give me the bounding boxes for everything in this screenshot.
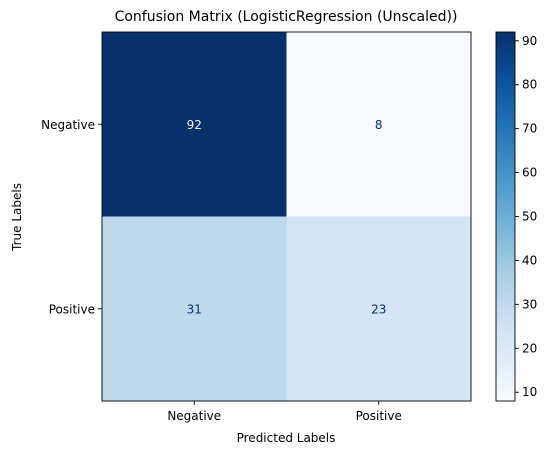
heatmap-cells: 92 8 31 23 <box>101 31 472 402</box>
cell-value-0-0: 92 <box>187 118 202 132</box>
colorbar-tick-label: 80 <box>522 78 537 92</box>
cell-0-1 <box>286 32 472 217</box>
cell-1-1 <box>286 216 472 402</box>
cell-value-1-0: 31 <box>187 302 202 316</box>
colorbar-tick-label: 20 <box>522 341 537 355</box>
x-tick-label: Positive <box>356 409 402 423</box>
cell-value-0-1: 8 <box>375 118 383 132</box>
cell-1-0 <box>102 216 287 402</box>
cell-value-1-1: 23 <box>371 302 386 316</box>
colorbar-tick-label: 70 <box>522 122 537 136</box>
y-tick-label: Positive <box>49 302 95 316</box>
colorbar-tick-label: 50 <box>522 210 537 224</box>
x-axis-label: Predicted Labels <box>237 431 336 445</box>
plot-frame <box>101 31 472 402</box>
y-tick-label: Negative <box>41 118 95 132</box>
cell-0-0 <box>102 32 287 217</box>
x-tick-label: Negative <box>167 409 221 423</box>
y-axis-label: True Labels <box>10 183 24 252</box>
colorbar-gradient <box>496 32 515 401</box>
colorbar: 10 20 30 40 50 60 70 80 90 <box>495 31 537 402</box>
axis-ticks: Negative Positive Negative Positive <box>41 118 402 423</box>
colorbar-tick-label: 30 <box>522 297 537 311</box>
colorbar-tick-label: 90 <box>522 34 537 48</box>
colorbar-tick-label: 60 <box>522 166 537 180</box>
colorbar-tick-label: 40 <box>522 253 537 267</box>
colorbar-tick-label: 10 <box>522 385 537 399</box>
chart-title: Confusion Matrix (LogisticRegression (Un… <box>115 9 458 25</box>
